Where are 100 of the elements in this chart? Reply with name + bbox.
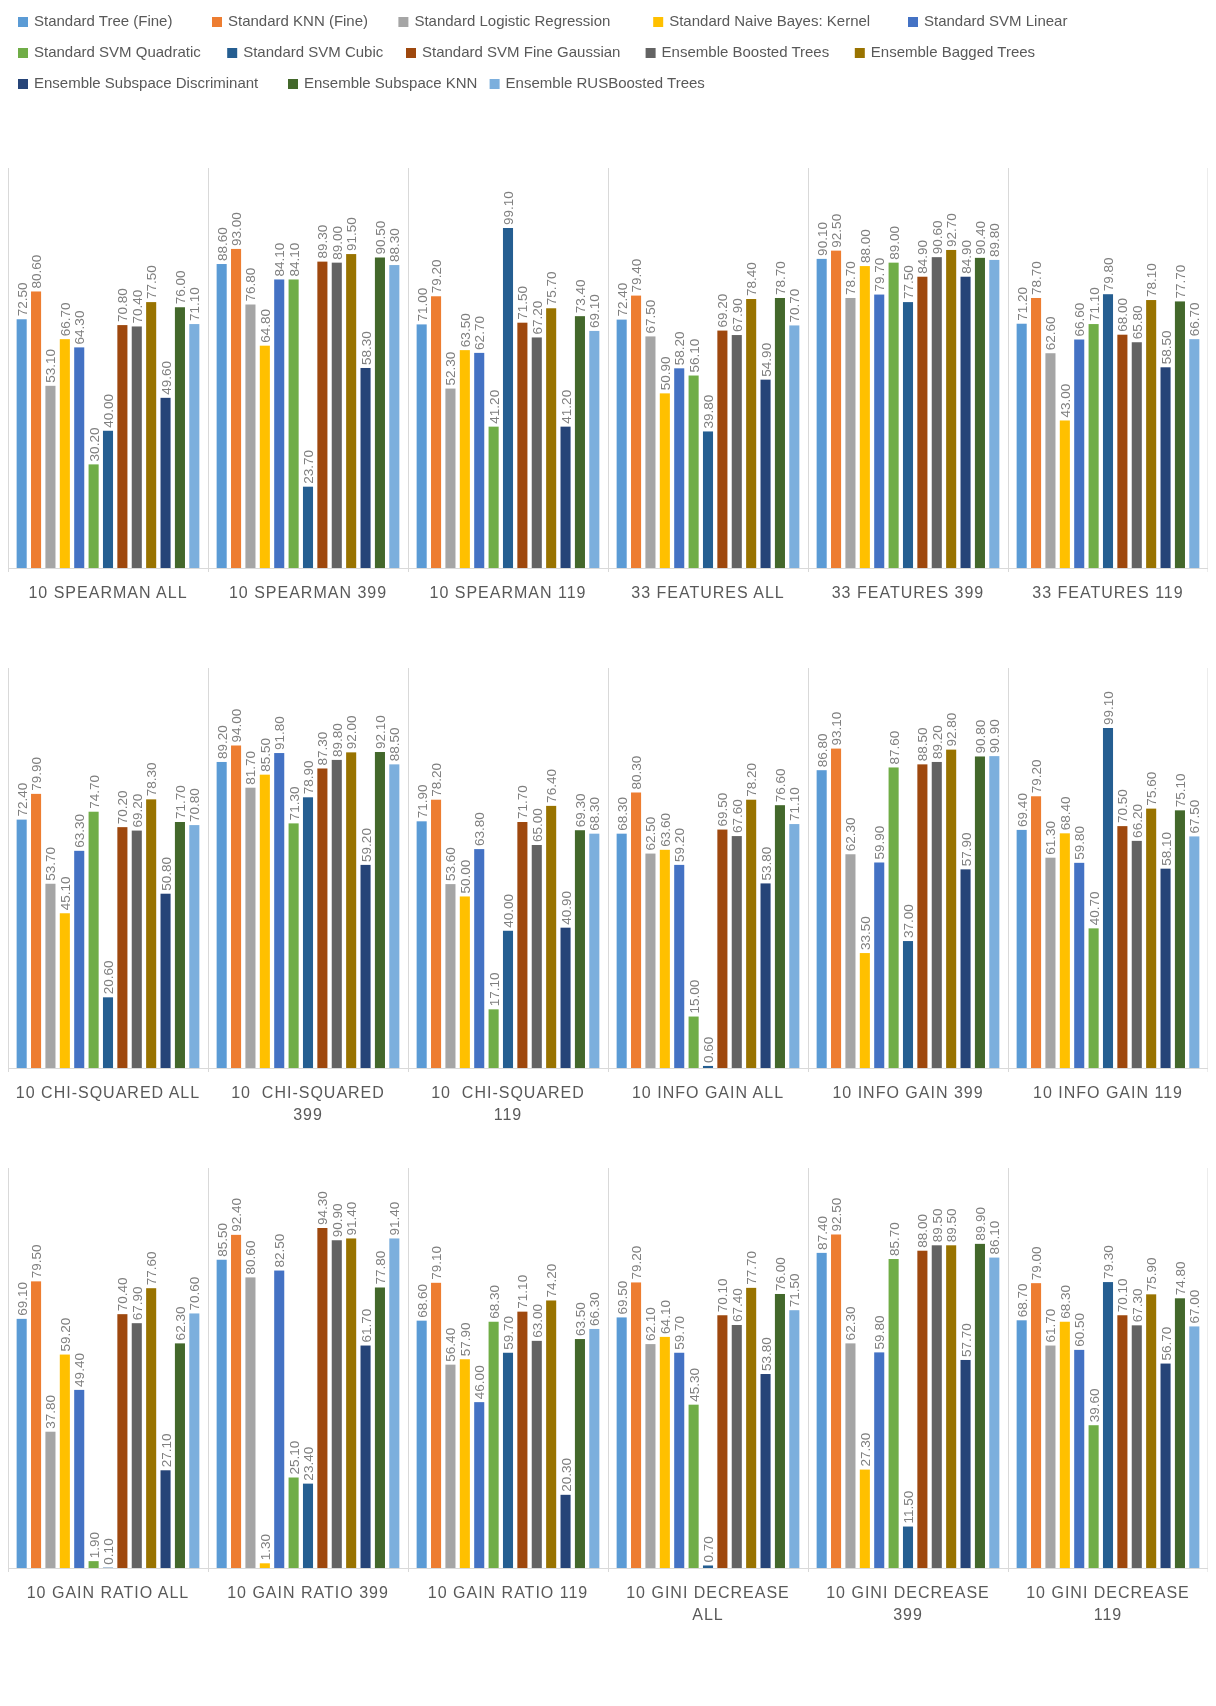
data-label: 78.90	[301, 760, 316, 795]
data-label: 0.10	[101, 1538, 116, 1565]
bar	[1059, 420, 1070, 568]
bar	[274, 753, 285, 1068]
data-label: 73.40	[572, 279, 588, 314]
bar	[488, 426, 499, 568]
bar	[189, 1313, 200, 1568]
bar	[216, 761, 227, 1068]
bar	[1189, 339, 1200, 568]
data-label: 72.50	[14, 282, 30, 317]
data-label: 62.70	[472, 316, 488, 350]
data-label: 39.60	[1086, 1388, 1102, 1423]
bar	[1088, 928, 1099, 1068]
bar	[16, 319, 27, 568]
data-label: 57.70	[958, 1323, 974, 1357]
data-label: 67.50	[643, 299, 659, 334]
x-tick-label: 10 GAIN RATIO 119	[427, 1584, 589, 1601]
data-label: 81.70	[243, 750, 259, 785]
bar	[189, 324, 200, 568]
data-label: 62.10	[643, 1307, 659, 1342]
data-label: 54.90	[758, 342, 774, 377]
data-label: 67.40	[729, 1288, 745, 1322]
data-label: 63.60	[657, 813, 673, 847]
bar	[331, 1240, 342, 1568]
bar	[16, 819, 27, 1068]
bar	[346, 1238, 357, 1568]
bar	[488, 1009, 499, 1068]
data-label: 78.20	[744, 762, 760, 797]
data-label: 45.30	[686, 1367, 702, 1402]
data-label: 86.10	[987, 1220, 1003, 1255]
data-label: 78.70	[843, 261, 859, 295]
data-label: 27.30	[857, 1432, 873, 1467]
bar	[731, 836, 742, 1068]
bar	[45, 1431, 56, 1568]
data-label: 91.80	[272, 716, 288, 751]
data-label: 79.10	[429, 1246, 445, 1280]
data-label: 79.20	[1029, 759, 1045, 794]
data-label: 58.10	[1158, 831, 1174, 866]
bar	[1031, 1283, 1042, 1568]
data-label: 53.10	[43, 349, 59, 383]
data-label: 99.10	[501, 191, 516, 225]
data-label: 11.50	[901, 1490, 916, 1524]
bar	[946, 1245, 957, 1568]
bar	[546, 805, 557, 1068]
legend-label: Ensemble Boosted Trees	[661, 43, 830, 60]
bar	[931, 761, 942, 1068]
bar	[902, 1526, 914, 1568]
data-label: 62.30	[843, 1306, 859, 1341]
bar	[1102, 1282, 1114, 1568]
bar	[760, 883, 771, 1068]
data-label: 87.60	[886, 730, 902, 765]
bar	[1131, 840, 1142, 1068]
bar	[288, 279, 299, 568]
data-label: 82.50	[272, 1233, 288, 1268]
data-label: 72.40	[614, 282, 630, 317]
bar	[474, 849, 485, 1068]
data-label: 67.30	[1129, 1288, 1145, 1323]
bar	[631, 295, 642, 568]
bar	[245, 787, 256, 1068]
data-label: 68.00	[1115, 297, 1131, 332]
bar	[1045, 1345, 1056, 1568]
bar	[616, 1317, 627, 1568]
bar	[645, 336, 656, 568]
bar	[1016, 1320, 1027, 1568]
bar	[31, 1281, 42, 1568]
data-label: 71.50	[787, 1273, 803, 1308]
bar	[317, 1228, 328, 1568]
data-label: 40.70	[1086, 891, 1102, 926]
legend-label: Standard Logistic Regression	[414, 12, 611, 29]
data-label: 68.30	[1057, 1284, 1073, 1319]
bar	[74, 850, 85, 1068]
data-label: 79.70	[872, 257, 888, 292]
bar	[831, 748, 842, 1068]
data-label: 1.30	[257, 1534, 273, 1561]
data-label: 61.70	[1043, 1308, 1059, 1343]
data-label: 79.50	[29, 1244, 45, 1279]
data-label: 68.30	[486, 1284, 502, 1319]
bar	[488, 1321, 499, 1568]
bar	[631, 1282, 642, 1568]
bar	[74, 347, 85, 568]
bar	[1160, 1363, 1171, 1568]
data-label: 74.70	[86, 774, 102, 809]
data-label: 67.20	[529, 300, 545, 335]
bar	[960, 869, 971, 1068]
data-label: 89.00	[886, 225, 902, 260]
data-label: 61.30	[1043, 820, 1059, 855]
data-label: 70.10	[1115, 1278, 1131, 1313]
bar	[45, 883, 56, 1068]
bar	[502, 228, 514, 568]
x-tick-label: 10 INFO GAIN 119	[1033, 1084, 1183, 1101]
bar	[746, 1287, 757, 1568]
bar	[231, 1234, 242, 1568]
bar	[1160, 868, 1171, 1068]
data-label: 63.50	[572, 1302, 588, 1337]
data-label: 76.00	[772, 1257, 788, 1291]
legend-label: Ensemble Subspace Discriminant	[34, 74, 260, 91]
bar	[245, 1277, 256, 1568]
data-label: 78.10	[1144, 263, 1160, 298]
bar	[102, 430, 114, 568]
bar	[1059, 1321, 1070, 1568]
